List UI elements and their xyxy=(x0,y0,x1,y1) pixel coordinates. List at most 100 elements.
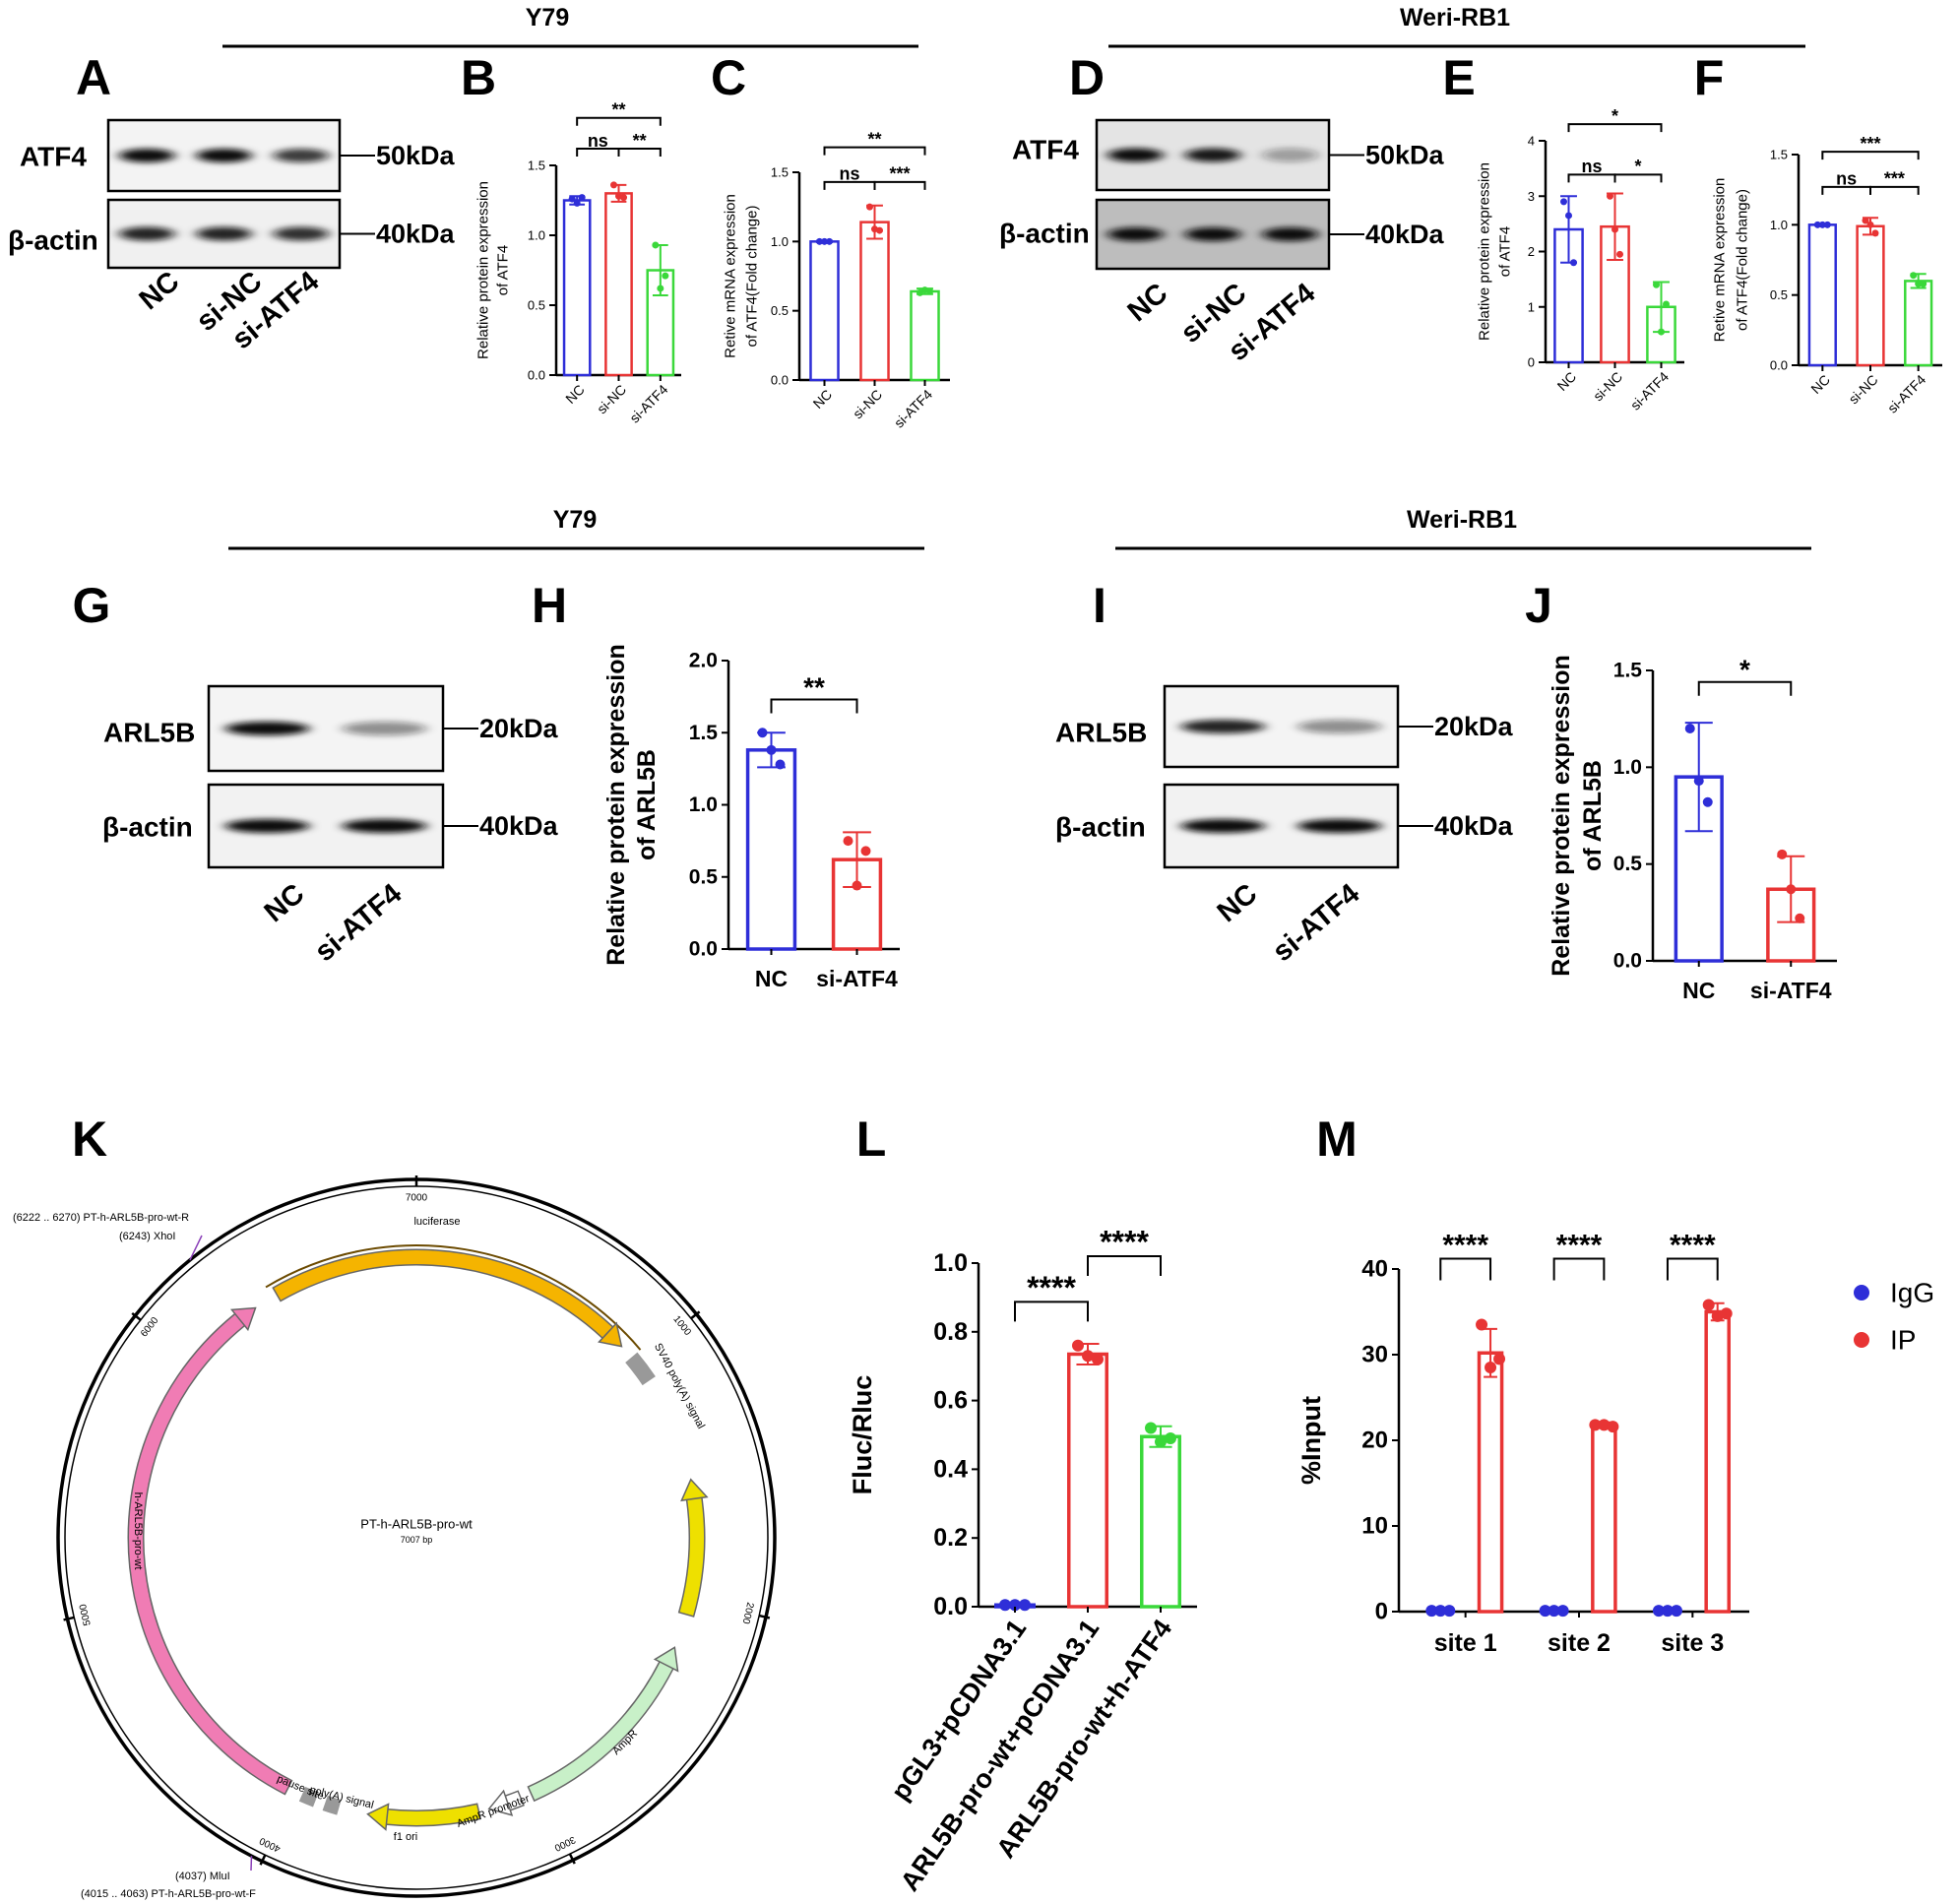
significance-label: ** xyxy=(803,671,825,702)
y-axis-label: %Input xyxy=(1296,1396,1326,1485)
band xyxy=(1107,148,1164,162)
data-point xyxy=(1155,1435,1167,1448)
y-axis-label: Relative protein expression xyxy=(475,181,492,359)
significance-bracket xyxy=(1087,1255,1162,1277)
bar xyxy=(562,199,592,377)
y-tick-label: 1.5 xyxy=(1770,148,1788,162)
band xyxy=(1184,227,1241,241)
bar xyxy=(910,289,940,382)
band xyxy=(1180,720,1265,733)
significance-bracket xyxy=(873,180,926,190)
y-tick-label: 1.5 xyxy=(1613,660,1643,682)
significance-bracket xyxy=(617,147,662,157)
bar xyxy=(1067,1352,1108,1609)
significance-label: * xyxy=(1634,157,1641,176)
significance-bracket xyxy=(1439,1257,1492,1281)
y-tick-label: 3 xyxy=(1528,189,1535,204)
data-point xyxy=(1485,1362,1497,1374)
size-label: 20kDa xyxy=(479,714,559,743)
data-point xyxy=(1866,221,1874,228)
scale-label: 2000 xyxy=(740,1601,756,1625)
feature-outline xyxy=(265,1244,642,1351)
data-point xyxy=(826,237,833,245)
data-point xyxy=(1560,198,1567,206)
panel-letter: I xyxy=(1093,578,1106,633)
data-point xyxy=(1720,1307,1733,1320)
data-point xyxy=(1598,1419,1611,1431)
y-axis-label: of ARL5B xyxy=(1579,760,1607,871)
significance-label: ns xyxy=(588,131,608,151)
significance-label: **** xyxy=(1556,1230,1603,1262)
data-point xyxy=(1702,1299,1715,1311)
plasmid-name: PT-h-ARL5B-pro-wt xyxy=(360,1517,473,1532)
data-point xyxy=(578,194,586,202)
y-tick-label: 1.5 xyxy=(689,722,719,744)
significance-bracket xyxy=(770,698,858,714)
bar xyxy=(1856,224,1885,367)
y-tick-label: 0.2 xyxy=(933,1524,968,1552)
data-point xyxy=(1702,796,1713,807)
protein-label: ARL5B xyxy=(1055,718,1147,748)
panel-letter: A xyxy=(76,50,111,105)
y-tick-label: 0.4 xyxy=(933,1455,968,1483)
y-axis-label: Fluc/Rluc xyxy=(848,1375,877,1495)
scale-label: 7000 xyxy=(406,1193,428,1204)
y-tick-label: 0.5 xyxy=(1613,853,1643,875)
y-tick-label: 1.5 xyxy=(528,159,545,173)
panel-letter: D xyxy=(1069,50,1105,105)
significance-label: **** xyxy=(1027,1270,1076,1305)
legend-label: IgG xyxy=(1890,1278,1934,1308)
data-point xyxy=(1910,272,1918,280)
panel-letter: L xyxy=(856,1111,887,1167)
data-point xyxy=(860,846,871,857)
data-point xyxy=(1009,1599,1021,1612)
y-axis-label: Retive mRNA expression xyxy=(1712,178,1729,343)
y-tick-label: 0.5 xyxy=(528,298,545,313)
data-point xyxy=(662,272,669,280)
feature-box xyxy=(298,1787,319,1808)
data-point xyxy=(573,199,581,207)
data-point xyxy=(620,194,627,202)
significance-label: **** xyxy=(1442,1230,1488,1262)
arrow-head xyxy=(366,1803,390,1831)
band xyxy=(273,149,330,162)
y-tick-label: 0.5 xyxy=(689,865,719,888)
data-point xyxy=(766,744,777,755)
data-point xyxy=(1813,221,1821,228)
y-tick-label: 40 xyxy=(1361,1256,1388,1283)
data-point xyxy=(610,181,617,189)
significance-label: ** xyxy=(867,130,881,150)
legend-marker xyxy=(1854,1285,1869,1301)
data-point xyxy=(1652,1605,1665,1618)
x-tick-label: site 3 xyxy=(1661,1629,1724,1657)
y-axis-label: Relative protein expression xyxy=(1477,162,1493,341)
data-point xyxy=(1019,1599,1031,1612)
significance-label: ns xyxy=(1836,169,1857,189)
data-point xyxy=(866,203,873,211)
legend-marker xyxy=(1854,1332,1869,1348)
data-point xyxy=(1871,229,1879,237)
y-tick-label: 30 xyxy=(1361,1342,1388,1368)
section-header: Y79 xyxy=(526,4,569,32)
protein-label: β-actin xyxy=(1055,812,1146,843)
y-tick-label: 0.0 xyxy=(771,373,789,388)
feature-arrow xyxy=(129,1314,291,1794)
panel-letter: K xyxy=(72,1111,107,1167)
feature-arrow xyxy=(679,1497,704,1617)
data-point xyxy=(1476,1318,1488,1331)
significance-bracket xyxy=(1869,185,1920,195)
data-point xyxy=(1777,849,1788,859)
significance-label: **** xyxy=(1670,1230,1716,1262)
significance-label: ** xyxy=(633,131,647,151)
significance-label: * xyxy=(1611,106,1618,126)
y-axis-label: Retive mRNA expression xyxy=(723,194,739,358)
data-point xyxy=(1565,212,1572,220)
scale-tick xyxy=(63,1616,75,1621)
data-point xyxy=(1443,1605,1456,1618)
bar xyxy=(1704,1309,1731,1614)
significance-bracket xyxy=(1552,1257,1606,1281)
y-tick-label: 1.0 xyxy=(689,793,718,816)
y-axis-label: of ATF4 xyxy=(1497,226,1514,277)
data-point xyxy=(1684,724,1695,733)
data-point xyxy=(1145,1422,1157,1434)
